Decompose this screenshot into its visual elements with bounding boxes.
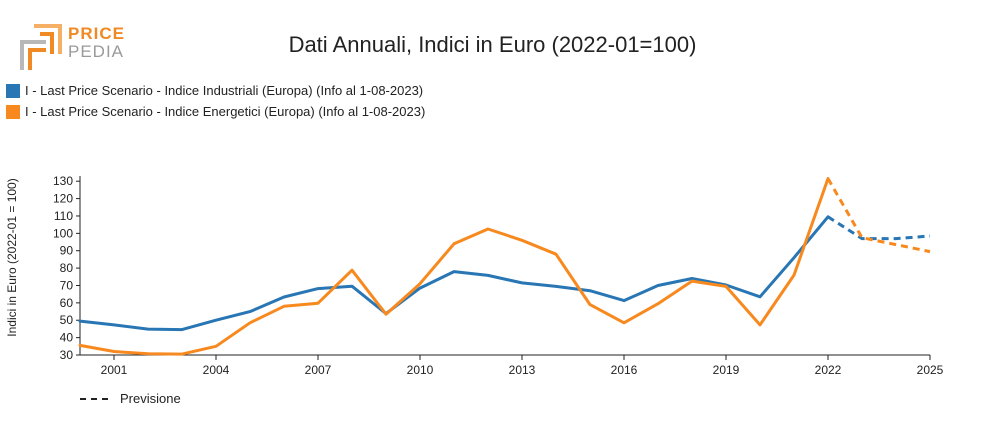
- y-tick-label: 40: [60, 331, 74, 345]
- x-tick-label: 2001: [101, 363, 128, 377]
- y-tick-label: 100: [53, 226, 73, 240]
- legend-swatch-industriali: [6, 83, 20, 98]
- legend-item-industriali[interactable]: I - Last Price Scenario - Indice Industr…: [6, 80, 425, 101]
- x-tick-label: 2010: [407, 363, 434, 377]
- legend-item-energetici[interactable]: I - Last Price Scenario - Indice Energet…: [6, 101, 425, 122]
- y-tick-label: 60: [60, 296, 74, 310]
- y-tick-label: 70: [60, 278, 74, 292]
- x-tick-label: 2022: [815, 363, 842, 377]
- logo-word-pedia: PEDIA: [68, 42, 125, 61]
- legend-label-industriali: I - Last Price Scenario - Indice Industr…: [25, 83, 424, 98]
- y-tick-label: 30: [60, 348, 74, 362]
- x-tick-label: 2007: [305, 363, 332, 377]
- series-line-1-actual: [78, 177, 830, 356]
- series-line-1-forecast: [826, 177, 931, 254]
- dashed-line-sample: [80, 397, 108, 400]
- x-tick-label: 2004: [203, 363, 230, 377]
- y-tick-label: 50: [60, 313, 74, 327]
- forecast-legend: Previsione: [80, 391, 181, 406]
- x-tick-label: 2019: [713, 363, 740, 377]
- legend-label-energetici: I - Last Price Scenario - Indice Energet…: [25, 104, 426, 119]
- logo-word-price: PRICE: [68, 24, 125, 43]
- series-line-0-forecast: [827, 215, 931, 241]
- pricepedia-logo: PRICE PEDIA: [20, 24, 130, 72]
- logo-mark-icon: [20, 24, 62, 70]
- chart-title: Dati Annuali, Indici in Euro (2022-01=10…: [288, 32, 697, 57]
- x-tick-label: 2016: [611, 363, 638, 377]
- y-tick-label: 80: [60, 261, 74, 275]
- x-tick-label: 2025: [917, 363, 944, 377]
- y-tick-label: 120: [53, 192, 73, 206]
- y-tick-label: 110: [54, 209, 73, 223]
- legend-swatch-energetici: [6, 104, 20, 119]
- legend: I - Last Price Scenario - Indice Industr…: [6, 80, 425, 122]
- y-tick-label: 130: [53, 174, 73, 188]
- series-line-0-actual: [78, 215, 830, 332]
- y-axis-title: Indici in Euro (2022-01 = 100): [5, 178, 19, 336]
- y-tick-label: 90: [60, 244, 74, 258]
- forecast-label: Previsione: [120, 391, 181, 406]
- x-tick-label: 2013: [509, 363, 536, 377]
